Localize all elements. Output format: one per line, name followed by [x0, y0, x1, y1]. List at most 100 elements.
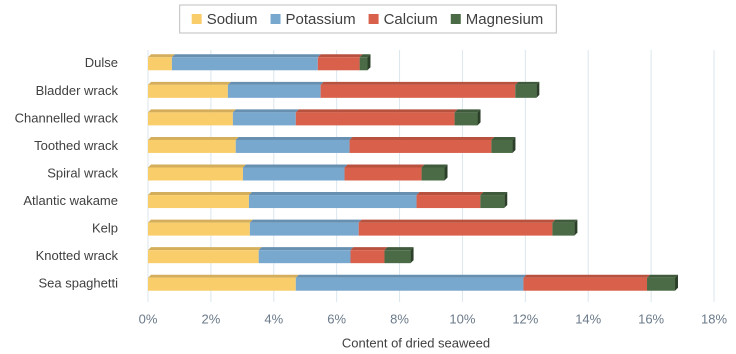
bar-side: [504, 192, 508, 209]
bar-side: [410, 247, 414, 264]
bar-face: [454, 112, 478, 126]
bar-face: [552, 222, 575, 236]
x-tick-label: 8%: [390, 311, 409, 326]
bar-top: [416, 192, 484, 196]
bar-segment: [491, 136, 516, 153]
bar-segment: [258, 247, 354, 264]
y-tick-label: Knotted wrack: [36, 248, 119, 263]
bar-face: [242, 167, 345, 181]
bar-side: [574, 219, 578, 236]
bar-segment: [148, 54, 175, 71]
bar-face: [344, 167, 422, 181]
legend: Sodium Potassium Calcium Magnesium: [179, 4, 557, 34]
bar-face: [148, 277, 296, 291]
bar-top: [248, 192, 420, 196]
bar-side: [444, 164, 448, 181]
bar-top: [454, 109, 481, 113]
x-tick-label: 6%: [327, 311, 346, 326]
bar-top: [344, 164, 425, 168]
bar-face: [148, 195, 249, 209]
bar-face: [148, 84, 228, 98]
bar-segment: [148, 219, 253, 236]
bar-segment: [480, 192, 508, 209]
legend-label: Sodium: [207, 11, 258, 28]
x-tick-label: 10%: [449, 311, 475, 326]
bar-face: [148, 139, 236, 153]
legend-label: Magnesium: [466, 11, 544, 28]
bar-face: [358, 222, 553, 236]
y-tick-label: Bladder wrack: [36, 83, 119, 98]
bar-side: [477, 109, 481, 126]
bar-segment: [317, 54, 363, 71]
bar-side: [512, 136, 516, 153]
bar-face: [248, 195, 417, 209]
bar-top: [148, 219, 253, 223]
bar-face: [480, 195, 505, 209]
legend-swatch: [368, 14, 379, 24]
bar-face: [350, 250, 385, 264]
bar-face: [317, 57, 360, 71]
bar-side: [675, 274, 679, 291]
bar-top: [295, 274, 527, 278]
y-tick-label: Spiral wrack: [47, 165, 118, 180]
bar-segment: [515, 81, 540, 98]
bar-face: [384, 250, 411, 264]
bar-top: [317, 54, 363, 58]
bar-face: [295, 277, 524, 291]
bar-segment: [384, 247, 414, 264]
bar-segment: [232, 109, 299, 126]
bar-top: [148, 164, 246, 168]
bar-face: [249, 222, 359, 236]
bar-face: [232, 112, 296, 126]
legend-swatch: [191, 14, 202, 24]
bar-segment: [350, 247, 388, 264]
bar-face: [227, 84, 321, 98]
bar-segment: [242, 164, 348, 181]
bar-face: [523, 277, 648, 291]
bar-top: [148, 192, 252, 196]
bar-top: [647, 274, 679, 278]
bar-segment: [148, 274, 299, 291]
bar-segment: [552, 219, 578, 236]
bar-side: [536, 81, 540, 98]
bar-top: [359, 54, 371, 58]
bar-top: [320, 81, 519, 85]
bar-segment: [349, 136, 495, 153]
y-tick-label: Sea spaghetti: [38, 276, 118, 291]
bar-segment: [248, 192, 420, 209]
x-tick-label: 12%: [512, 311, 538, 326]
y-tick-label: Dulse: [85, 55, 118, 70]
bar-segment: [148, 81, 231, 98]
bar-top: [480, 192, 508, 196]
bar-face: [320, 84, 516, 98]
bar-segment: [148, 109, 236, 126]
bar-top: [148, 274, 299, 278]
bar-segment: [344, 164, 425, 181]
x-tick-label: 14%: [575, 311, 601, 326]
bar-face: [171, 57, 318, 71]
bar-segment: [295, 109, 458, 126]
bar-segment: [421, 164, 448, 181]
bar-face: [515, 84, 537, 98]
bar-top: [148, 109, 236, 113]
bar-top: [258, 247, 354, 251]
bar-top: [421, 164, 448, 168]
legend-label: Potassium: [286, 11, 356, 28]
x-tick-label: 0%: [139, 311, 158, 326]
bar-top: [358, 219, 556, 223]
y-tick-label: Channelled wrack: [15, 110, 119, 125]
x-tick-label: 4%: [264, 311, 283, 326]
bar-top: [171, 54, 321, 58]
bar-face: [148, 222, 250, 236]
bar-segment: [249, 219, 362, 236]
bar-face: [235, 139, 350, 153]
bar-face: [258, 250, 351, 264]
bar-top: [349, 136, 495, 140]
bar-segment: [227, 81, 324, 98]
bar-face: [416, 195, 481, 209]
bar-side: [367, 54, 371, 71]
bar-segment: [358, 219, 556, 236]
bar-top: [235, 136, 353, 140]
bar-segment: [647, 274, 679, 291]
